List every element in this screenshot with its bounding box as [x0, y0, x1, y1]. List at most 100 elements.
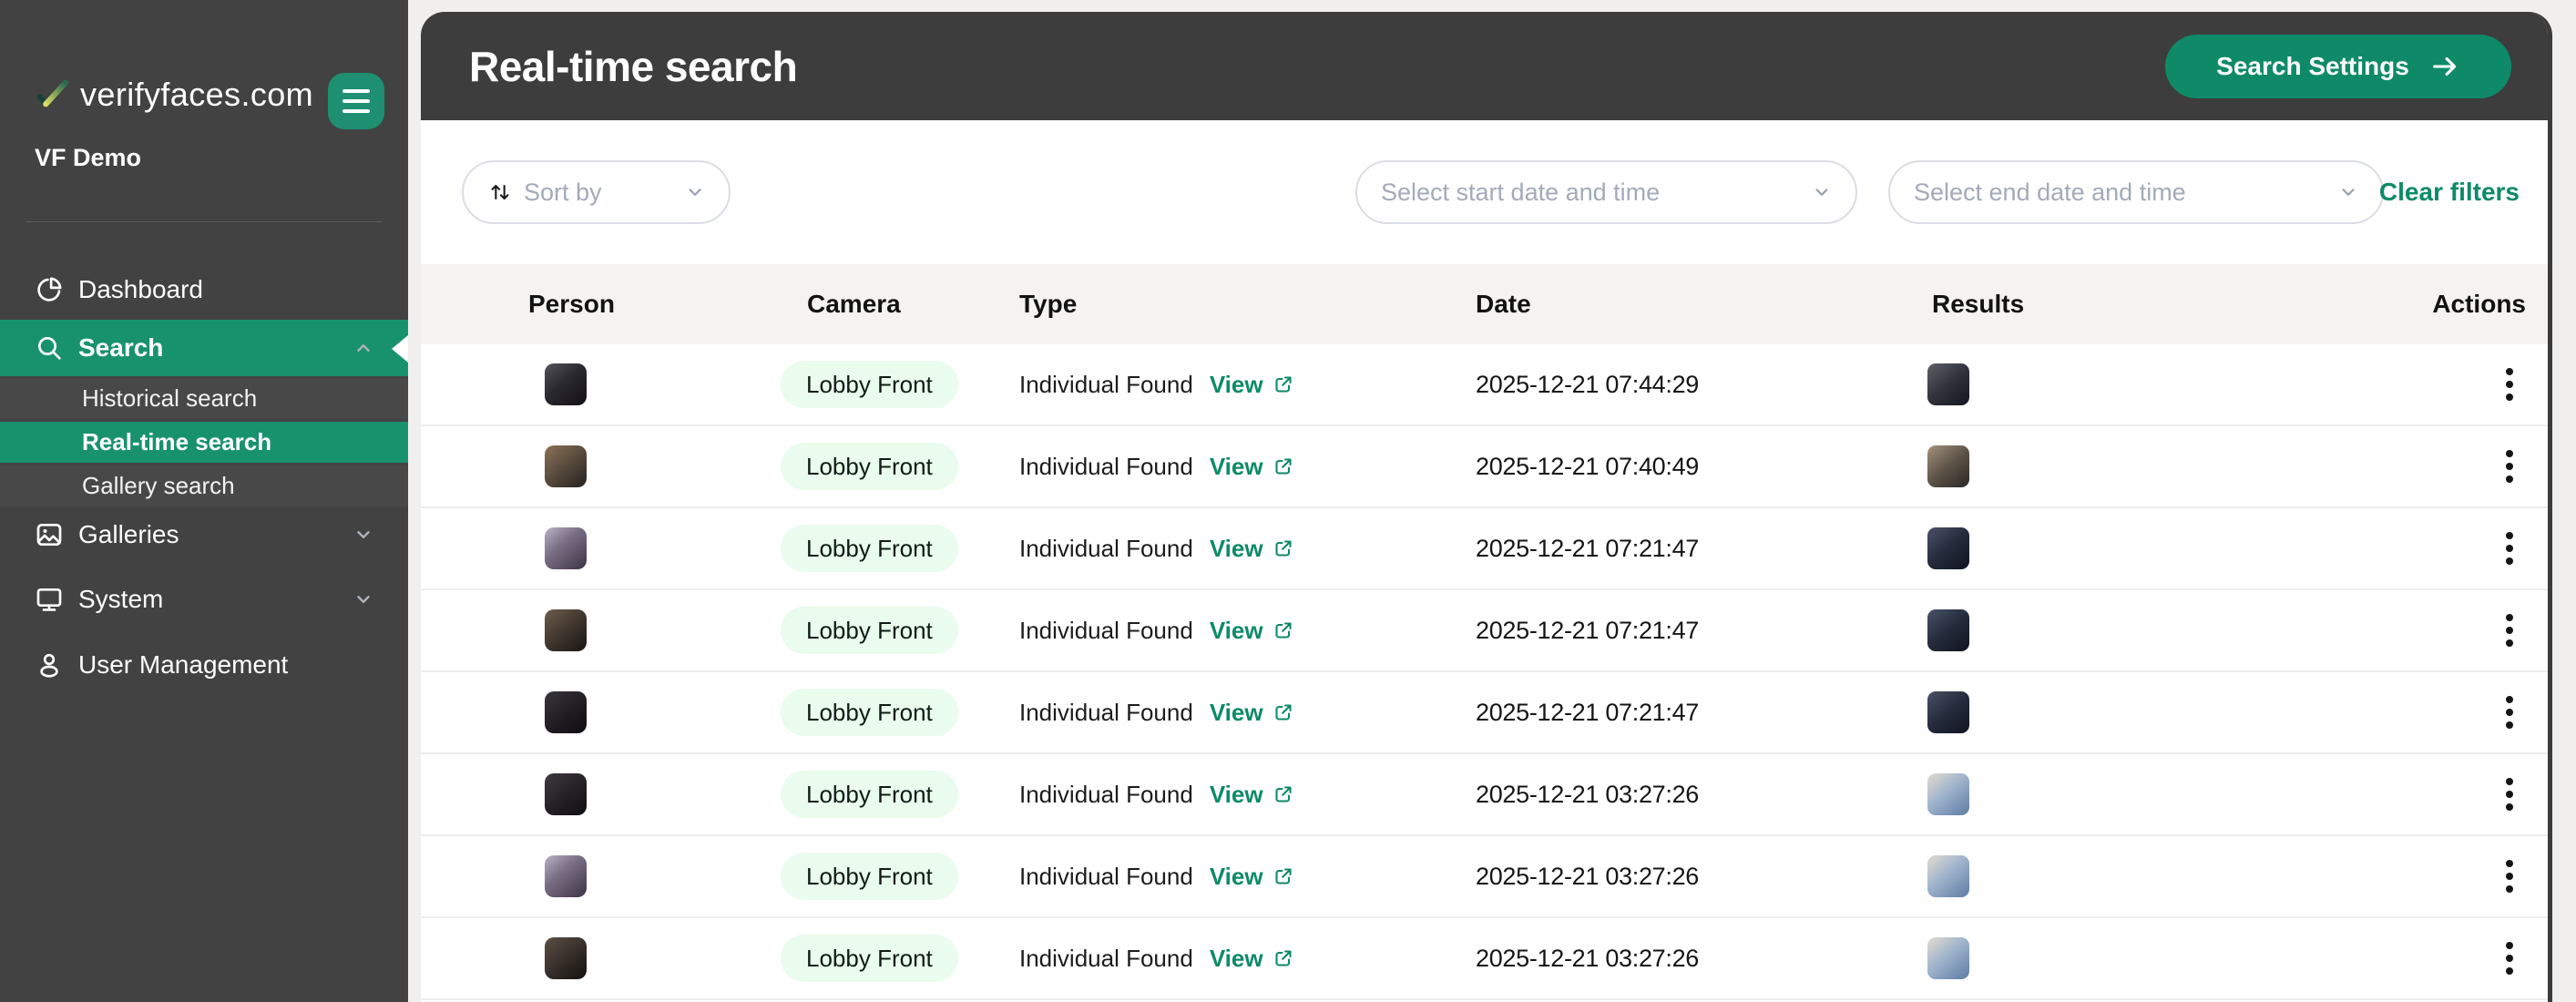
view-link-label: View — [1209, 452, 1263, 480]
hamburger-icon — [342, 89, 370, 93]
person-thumbnail[interactable] — [545, 855, 587, 897]
subnav-item-gallery-search[interactable]: Gallery search — [0, 465, 408, 506]
kebab-icon — [2506, 614, 2513, 621]
view-link[interactable]: View — [1210, 863, 1294, 891]
person-thumbnail[interactable] — [545, 527, 587, 569]
result-thumbnail[interactable] — [1927, 609, 1969, 651]
camera-cell: Lobby Front — [781, 443, 1019, 490]
result-thumbnail[interactable] — [1927, 527, 1969, 569]
person-thumbnail[interactable] — [545, 609, 587, 651]
camera-cell: Lobby Front — [781, 853, 1019, 900]
view-link-label: View — [1209, 862, 1263, 890]
person-thumbnail[interactable] — [545, 773, 587, 815]
sidebar-toggle-button[interactable] — [328, 73, 384, 129]
view-link[interactable]: View — [1210, 945, 1294, 973]
date-cell: 2025-12-21 07:21:47 — [1476, 617, 1932, 645]
results-cell — [1927, 609, 2351, 651]
result-thumbnail[interactable] — [1927, 691, 1969, 733]
person-thumbnail[interactable] — [545, 691, 587, 733]
column-header-date: Date — [1476, 290, 1531, 318]
subnav-label: Gallery search — [82, 472, 235, 499]
checkmark-logo-icon — [36, 79, 69, 107]
end-date-placeholder: Select end date and time — [1914, 178, 2186, 206]
date-value: 2025-12-21 07:21:47 — [1476, 534, 1700, 562]
row-actions-menu[interactable] — [2500, 690, 2519, 734]
subnav-label: Historical search — [82, 384, 258, 412]
search-settings-button[interactable]: Search Settings — [2165, 35, 2511, 98]
type-label: Individual Found — [1019, 370, 1193, 398]
row-actions-menu[interactable] — [2500, 527, 2519, 570]
results-cell — [1927, 937, 2351, 979]
person-thumbnail[interactable] — [545, 937, 587, 979]
clear-filters-button[interactable]: Clear filters — [2378, 178, 2520, 206]
view-link[interactable]: View — [1210, 781, 1294, 809]
type-cell: Individual Found View — [1019, 945, 1476, 973]
sidebar-item-galleries[interactable]: Galleries — [0, 506, 408, 563]
end-date-select[interactable]: Select end date and time — [1888, 160, 2384, 224]
results-cell — [1927, 527, 2351, 569]
external-link-icon — [1275, 540, 1292, 557]
chevron-down-icon — [1815, 189, 1828, 196]
type-label: Individual Found — [1019, 534, 1193, 562]
sort-by-select[interactable]: Sort by — [462, 160, 731, 224]
view-link[interactable]: View — [1210, 371, 1294, 399]
actions-cell — [2351, 772, 2526, 816]
start-date-select[interactable]: Select start date and time — [1355, 160, 1857, 224]
sidebar-item-dashboard[interactable]: Dashboard — [0, 261, 408, 318]
person-thumbnail[interactable] — [545, 445, 587, 487]
actions-cell — [2351, 363, 2526, 406]
subnav-item-realtime-search[interactable]: Real-time search — [0, 422, 408, 463]
subnav-item-historical-search[interactable]: Historical search — [0, 378, 408, 419]
table-row: Lobby Front Individual Found View 2025-1… — [421, 672, 2548, 754]
result-thumbnail[interactable] — [1927, 445, 1969, 487]
person-cell — [528, 855, 807, 897]
column-header-results: Results — [1932, 290, 2025, 318]
brand-name: verifyfaces.com — [80, 76, 314, 113]
row-actions-menu[interactable] — [2500, 936, 2519, 980]
person-cell — [528, 609, 807, 651]
result-thumbnail[interactable] — [1927, 363, 1969, 405]
kebab-icon — [2506, 368, 2513, 375]
type-cell: Individual Found View — [1019, 453, 1476, 481]
user-icon — [40, 653, 58, 678]
results-cell — [1927, 773, 2351, 815]
chevron-down-icon — [2342, 189, 2355, 196]
sidebar-item-user-management[interactable]: User Management — [0, 637, 408, 693]
filter-bar: Sort by Select start date and time Selec… — [421, 120, 2548, 264]
workspace-label: VF Demo — [35, 144, 142, 171]
sidebar-item-search[interactable]: Search — [0, 320, 408, 376]
page-header: Real-time search Search Settings — [421, 12, 2548, 120]
date-value: 2025-12-21 03:27:26 — [1476, 862, 1700, 890]
row-actions-menu[interactable] — [2500, 445, 2519, 488]
row-actions-menu[interactable] — [2500, 854, 2519, 898]
result-thumbnail[interactable] — [1927, 937, 1969, 979]
row-actions-menu[interactable] — [2500, 363, 2519, 406]
camera-cell: Lobby Front — [781, 361, 1019, 408]
view-link[interactable]: View — [1210, 535, 1294, 563]
view-link[interactable]: View — [1210, 453, 1294, 481]
column-header-type: Type — [1019, 290, 1078, 318]
camera-badge: Lobby Front — [781, 361, 958, 408]
person-cell — [528, 937, 807, 979]
main-panel: Real-time search Search Settings Sort by… — [421, 12, 2552, 1002]
result-thumbnail[interactable] — [1927, 855, 1969, 897]
row-actions-menu[interactable] — [2500, 772, 2519, 816]
chevron-up-icon — [357, 344, 370, 352]
actions-cell — [2351, 527, 2526, 570]
table-row: Lobby Front Individual Found View 2025-1… — [421, 344, 2548, 426]
view-link[interactable]: View — [1210, 699, 1294, 727]
camera-cell: Lobby Front — [781, 935, 1019, 982]
gallery-icon — [36, 524, 62, 546]
external-link-icon — [1275, 458, 1292, 475]
person-thumbnail[interactable] — [545, 363, 587, 405]
row-actions-menu[interactable] — [2500, 608, 2519, 652]
date-cell: 2025-12-21 07:21:47 — [1476, 699, 1932, 727]
view-link[interactable]: View — [1210, 617, 1294, 645]
date-cell: 2025-12-21 07:44:29 — [1476, 371, 1932, 399]
sidebar-item-system[interactable]: System — [0, 571, 408, 628]
start-date-placeholder: Select start date and time — [1381, 178, 1661, 206]
type-cell: Individual Found View — [1019, 371, 1476, 399]
result-thumbnail[interactable] — [1927, 773, 1969, 815]
brand-logo[interactable]: verifyfaces.com — [33, 75, 313, 115]
kebab-icon — [2506, 696, 2513, 703]
